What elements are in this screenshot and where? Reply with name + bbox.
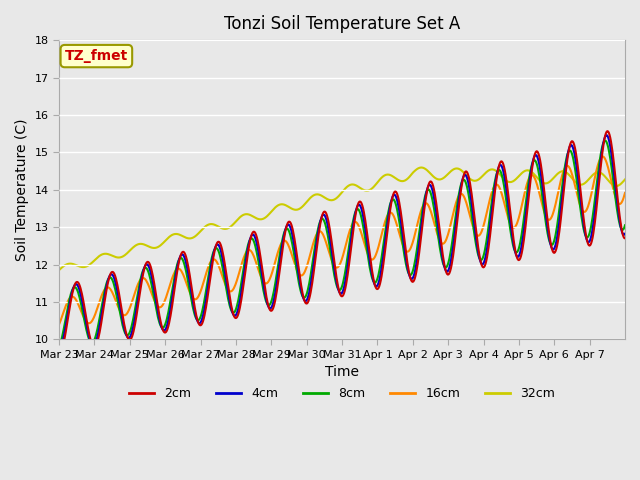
X-axis label: Time: Time [325,365,359,379]
Y-axis label: Soil Temperature (C): Soil Temperature (C) [15,119,29,261]
Text: TZ_fmet: TZ_fmet [65,49,128,63]
Title: Tonzi Soil Temperature Set A: Tonzi Soil Temperature Set A [224,15,460,33]
Legend: 2cm, 4cm, 8cm, 16cm, 32cm: 2cm, 4cm, 8cm, 16cm, 32cm [124,382,560,405]
